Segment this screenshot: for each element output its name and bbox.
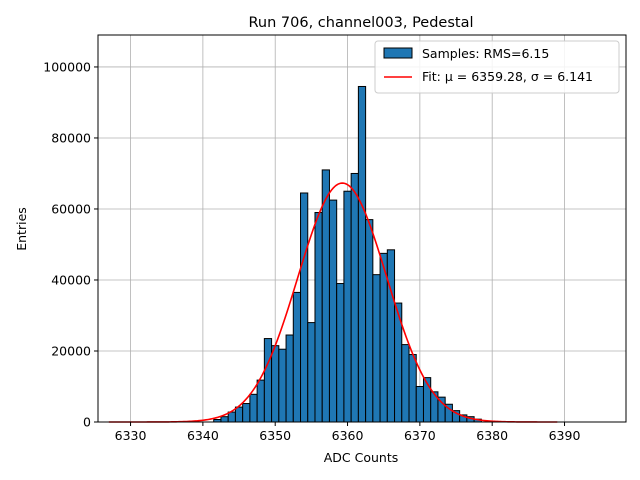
histogram-bar xyxy=(292,291,302,423)
histogram-bar xyxy=(256,379,265,423)
x-tick-label: 6360 xyxy=(332,428,364,443)
histogram-bar xyxy=(401,344,410,423)
histogram-bar xyxy=(386,249,396,423)
histogram-bar xyxy=(350,172,359,423)
x-axis-label: ADC Counts xyxy=(324,450,399,465)
y-tick-label: 40000 xyxy=(51,272,91,287)
histogram-bar xyxy=(249,393,258,423)
histogram-bar xyxy=(408,354,417,423)
x-tick-label: 6370 xyxy=(404,428,436,443)
histogram-bar xyxy=(307,322,316,423)
x-axis-ticks: 6330 6340 6350 6360 6370 6380 6390 xyxy=(115,422,581,443)
plot-frame xyxy=(97,34,627,423)
histogram-bar xyxy=(227,411,236,423)
x-tick-label: 6330 xyxy=(115,428,147,443)
y-axis-label: Entries xyxy=(14,207,29,251)
histogram-bar xyxy=(437,396,446,423)
histogram-bar xyxy=(278,348,287,423)
y-tick-label: 0 xyxy=(83,415,91,430)
histogram-bar xyxy=(220,416,229,423)
histogram-bar xyxy=(321,169,330,423)
legend-box xyxy=(374,40,620,94)
legend-histogram-swatch xyxy=(383,47,413,59)
histogram-bar xyxy=(242,403,251,423)
histogram-bar xyxy=(328,199,338,423)
histogram-bar xyxy=(365,219,374,423)
histogram-bar xyxy=(336,283,345,423)
x-tick-label: 6340 xyxy=(187,428,219,443)
x-tick-label: 6350 xyxy=(259,428,291,443)
histogram-bar xyxy=(285,334,294,423)
x-tick-label: 6380 xyxy=(476,428,508,443)
y-tick-label: 20000 xyxy=(51,343,91,358)
histogram-bar xyxy=(379,252,388,423)
histogram-bar xyxy=(234,406,244,423)
legend-fit-label: Fit: μ = 6359.28, σ = 6.141 xyxy=(422,69,593,84)
y-tick-label: 80000 xyxy=(51,130,91,145)
chart-title: Run 706, channel003, Pedestal xyxy=(248,15,473,31)
y-tick-label: 60000 xyxy=(51,201,91,216)
legend-histogram-label: Samples: RMS=6.15 xyxy=(422,46,549,61)
y-axis-ticks: 0 20000 40000 60000 80000 100000 xyxy=(43,59,98,430)
histogram-bar xyxy=(271,345,280,423)
y-tick-label: 100000 xyxy=(43,59,91,74)
histogram-bar xyxy=(372,274,381,423)
histogram-bar xyxy=(415,385,424,423)
histogram-bar xyxy=(343,190,352,423)
histogram-bar xyxy=(300,192,309,423)
histogram-bar xyxy=(357,85,367,423)
x-tick-label: 6390 xyxy=(549,428,581,443)
legend: Samples: RMS=6.15 Fit: μ = 6359.28, σ = … xyxy=(374,40,620,94)
histogram-bar xyxy=(263,338,273,423)
histogram-bar xyxy=(314,212,323,423)
